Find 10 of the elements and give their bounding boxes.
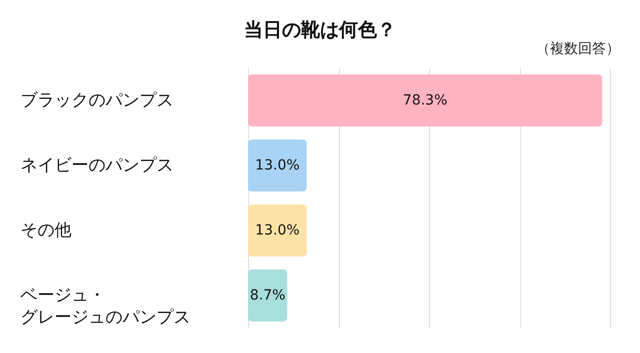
y-tick-label: ブラックのパンプス: [20, 90, 174, 110]
data-label: 78.3%: [402, 92, 448, 108]
y-tick-label: その他: [20, 220, 72, 240]
data-label: 8.7%: [250, 288, 286, 304]
chart-title: 当日の靴は何色？: [244, 19, 396, 41]
y-tick-label: ベージュ・グレージュのパンプス: [20, 286, 190, 328]
y-tick-label: ネイビーのパンプス: [20, 156, 174, 176]
data-label: 13.0%: [255, 222, 300, 238]
data-label: 13.0%: [255, 158, 300, 174]
text: （複数回答）: [536, 41, 620, 57]
